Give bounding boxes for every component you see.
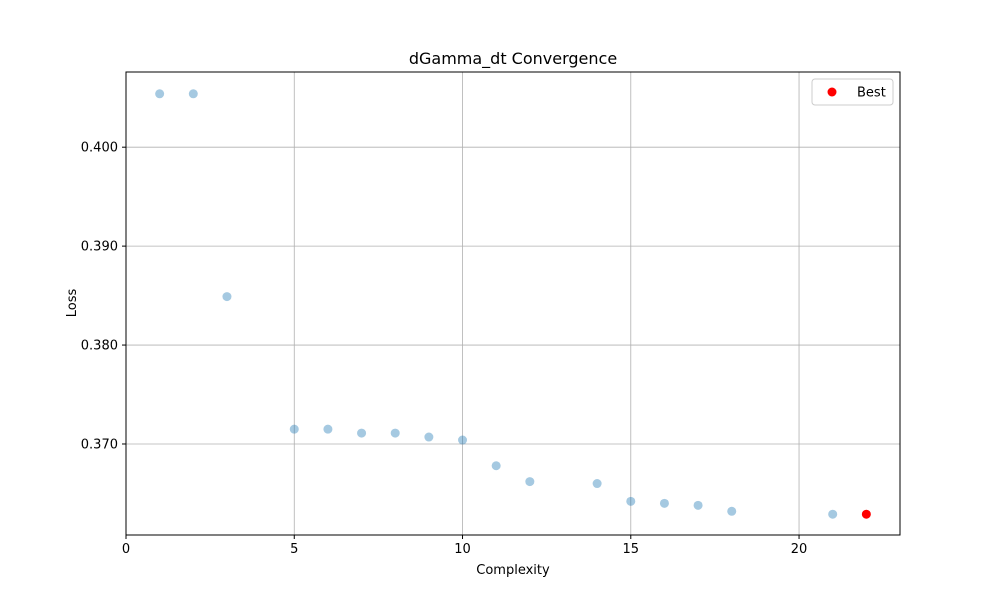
y-tick-label: 0.390 <box>81 240 118 255</box>
x-tick-label: 0 <box>122 542 130 557</box>
data-point <box>390 428 400 438</box>
plot-frame <box>125 71 901 536</box>
best-point <box>861 509 871 519</box>
y-tick-label: 0.370 <box>81 437 118 452</box>
chart-title: dGamma_dt Convergence <box>409 49 617 69</box>
data-point <box>592 479 602 489</box>
data-point <box>727 506 737 516</box>
x-tick-label: 15 <box>623 542 640 557</box>
data-point <box>659 498 669 508</box>
y-tick-label: 0.380 <box>81 339 118 354</box>
data-point <box>626 496 636 506</box>
legend-box <box>811 78 894 106</box>
data-point <box>323 424 333 434</box>
data-point <box>458 435 468 445</box>
data-point <box>828 509 838 519</box>
legend: Best <box>811 78 894 106</box>
data-point <box>424 432 434 442</box>
data-point <box>188 89 198 99</box>
data-point <box>693 500 703 510</box>
y-axis-label: Loss <box>65 289 80 318</box>
x-tick-label: 5 <box>290 542 298 557</box>
x-tick-label: 10 <box>454 542 471 557</box>
x-axis-label: Complexity <box>476 563 550 578</box>
y-tick-label: 0.400 <box>81 141 118 156</box>
data-point <box>357 428 367 438</box>
x-tick-label: 20 <box>791 542 808 557</box>
data-point <box>222 292 232 302</box>
data-points <box>155 89 871 519</box>
legend-label-best: Best <box>857 86 886 101</box>
data-point <box>525 477 535 487</box>
data-point <box>155 89 165 99</box>
axis-ticks: 0 5 10 15 20 0.370 0.380 0.390 0.400 <box>81 141 808 557</box>
grid-lines <box>125 72 900 535</box>
data-point <box>491 461 501 471</box>
legend-marker-best <box>827 87 837 97</box>
data-point <box>289 424 299 434</box>
